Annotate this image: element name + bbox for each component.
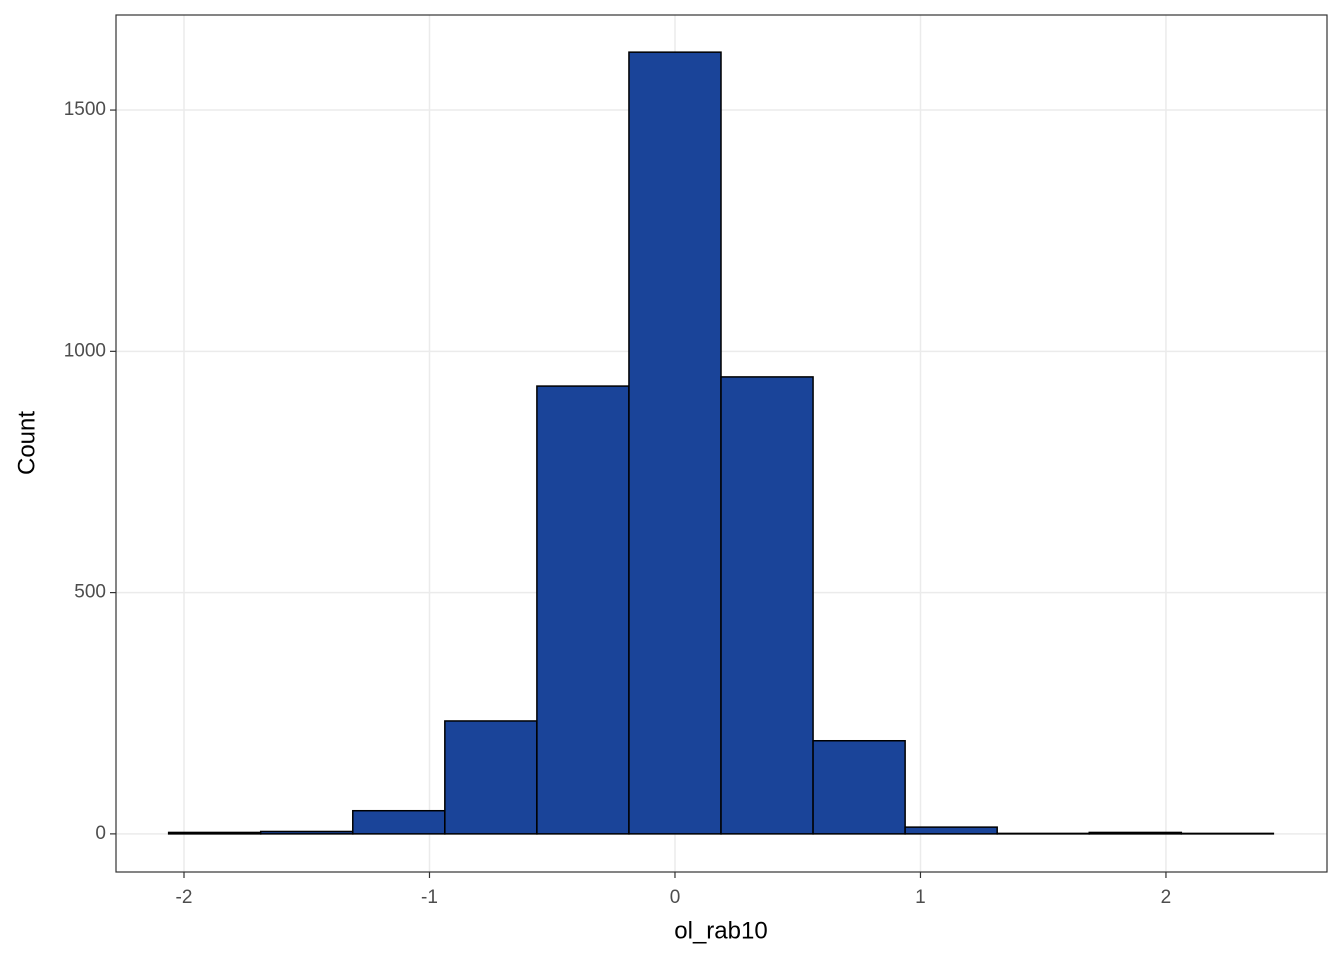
bar xyxy=(536,385,630,835)
bar xyxy=(904,826,998,835)
bar xyxy=(812,739,906,835)
x-tick-label: -1 xyxy=(421,887,438,908)
bar xyxy=(167,831,262,835)
bar xyxy=(720,376,814,835)
y-tick-label: 0 xyxy=(95,823,106,844)
y-tick-label: 1500 xyxy=(64,99,106,120)
y-tick-label: 500 xyxy=(74,582,106,603)
bar xyxy=(352,809,446,835)
bar xyxy=(1088,831,1183,835)
bar xyxy=(444,720,538,835)
x-tick-label: 0 xyxy=(670,887,681,908)
y-tick-label: 1000 xyxy=(64,340,106,361)
bar xyxy=(259,830,354,835)
x-tick-label: 2 xyxy=(1161,887,1172,908)
y-axis-title: Count xyxy=(13,411,40,475)
x-tick-label: 1 xyxy=(915,887,926,908)
x-tick-label: -2 xyxy=(176,887,193,908)
bar xyxy=(628,51,722,835)
plot-border xyxy=(115,14,1328,873)
x-axis-title: ol_rab10 xyxy=(674,917,767,944)
